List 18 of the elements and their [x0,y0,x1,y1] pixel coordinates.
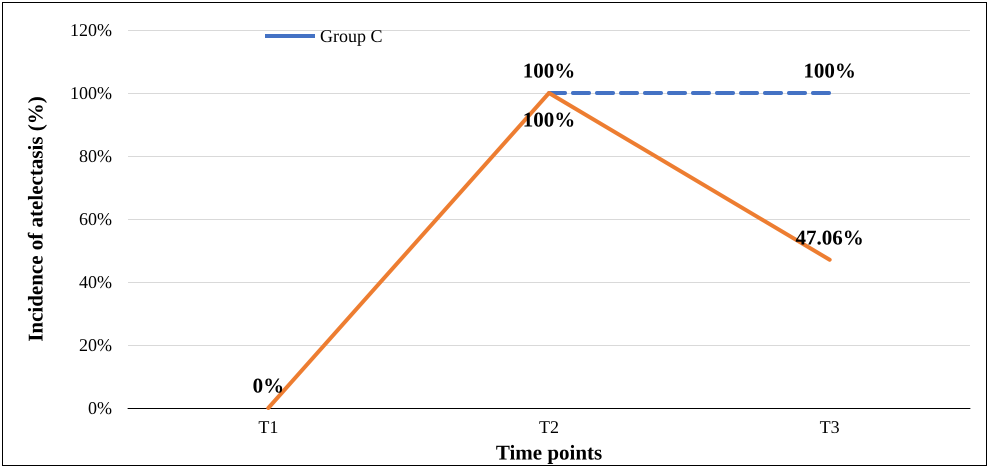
y-tick-label: 120% [70,20,112,40]
y-tick-label: 0% [88,398,112,418]
data-label: 47.06% [796,225,864,250]
y-tick-label: 60% [79,209,112,229]
y-tick-label: 20% [79,335,112,355]
data-label: 100% [522,58,576,82]
y-tick-label: 80% [79,146,112,166]
x-tick-label: T3 [820,417,840,437]
legend-label: Group C [320,26,382,46]
x-axis-title: Time points [496,440,602,464]
y-tick-label: 40% [79,272,112,292]
x-tick-label: T2 [539,417,559,437]
y-axis-title: Incidence of atelectasis (%) [24,96,48,342]
data-label: 100% [522,108,576,132]
y-tick-label: 100% [70,83,112,103]
data-label: 100% [803,58,856,82]
x-tick-label: T1 [258,417,278,437]
data-label: 0% [252,374,284,398]
